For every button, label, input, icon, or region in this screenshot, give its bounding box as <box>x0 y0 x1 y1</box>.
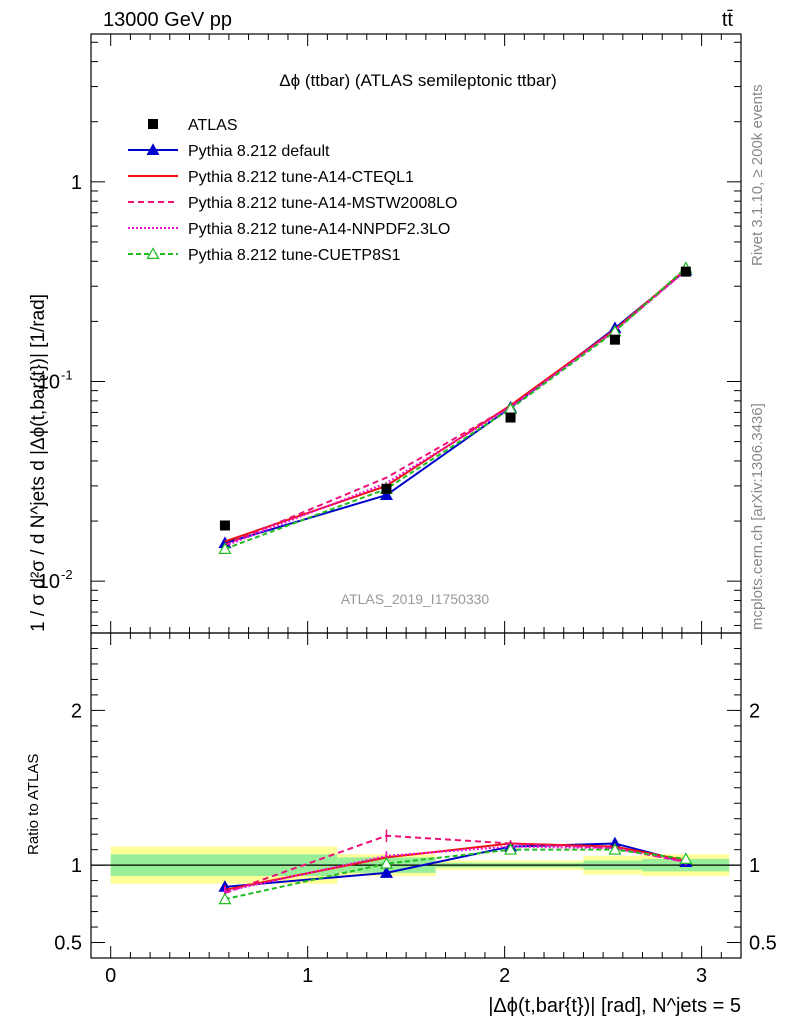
y-tick-exponent: -2 <box>61 567 73 582</box>
y-tick-label-ratio-right: 1 <box>749 855 760 877</box>
legend-label: Pythia 8.212 default <box>188 143 330 160</box>
series-line-main <box>224 269 687 546</box>
data-point-marker <box>504 842 518 855</box>
header-process: tt̄ <box>722 9 734 31</box>
data-point-atlas <box>219 520 230 531</box>
data-point-marker <box>379 856 393 869</box>
axes: 0 1 2 310 -210 -110.5 0.51 12 2 <box>38 33 777 987</box>
y-axis-label-ratio: Ratio to ATLAS <box>25 754 42 855</box>
legend: ATLAS Pythia 8.212 default Pythia 8.212 tu… <box>128 117 457 264</box>
y-tick-label-ratio: 0.5 <box>54 933 82 955</box>
y-tick-label-ratio-right: 2 <box>749 700 760 722</box>
x-tick-label: 1 <box>302 965 313 987</box>
data-point-marker <box>146 143 160 155</box>
series-line-main <box>224 269 687 545</box>
y-tick-label-ratio-right: 0.5 <box>749 933 777 955</box>
y-tick-label-ratio: 2 <box>71 700 82 722</box>
x-tick-label: 0 <box>105 965 116 987</box>
y-tick-label-main: 10 <box>38 371 60 393</box>
series-line-main <box>224 267 687 550</box>
rivet-label: Rivet 3.1.10, ≥ 200k events <box>749 84 766 266</box>
header-energy: 13000 GeV pp <box>103 9 232 31</box>
legend-label: Pythia 8.212 tune-A14-NNPDF2.3LO <box>188 221 450 238</box>
y-axis-label-main: 1 / σ d²σ / d N^jets d |Δϕ(t,bar{t})| [1… <box>28 294 49 632</box>
legend-label: ATLAS <box>188 117 238 134</box>
data-point-marker <box>679 852 693 864</box>
legend-label: Pythia 8.212 tune-A14-CTEQL1 <box>188 169 414 186</box>
y-tick-label-ratio: 1 <box>71 855 82 877</box>
data-point-atlas <box>505 412 516 423</box>
x-axis-label: |Δϕ(t,bar{t})| [rad], N^jets = 5 <box>488 995 741 1017</box>
legend-marker-atlas <box>148 119 158 129</box>
data-point-marker <box>379 866 393 878</box>
data-point-marker <box>218 542 232 554</box>
data-point-marker <box>608 842 622 855</box>
y-tick-label-main: 1 <box>71 172 82 194</box>
y-tick-exponent: -1 <box>61 367 73 382</box>
data-point-atlas <box>680 266 691 277</box>
x-tick-label: 3 <box>696 965 707 987</box>
data-point-marker <box>146 247 160 259</box>
legend-label: Pythia 8.212 tune-A14-MSTW2008LO <box>188 195 457 212</box>
data-point-atlas <box>609 334 620 345</box>
data-point-marker <box>218 892 232 905</box>
y-tick-label-main: 10 <box>38 571 60 593</box>
series-line-main <box>224 269 687 547</box>
legend-label: Pythia 8.212 tune-CUETP8S1 <box>188 247 401 264</box>
series-line-main <box>224 268 687 543</box>
data-point-atlas <box>381 483 392 494</box>
series-lines <box>218 261 693 905</box>
mcplots-label: mcplots.cern.ch [arXiv:1306.3436] <box>749 403 766 630</box>
ratio-frame <box>90 632 742 959</box>
data-point-marker <box>379 488 393 501</box>
plot-title: Δϕ (ttbar) (ATLAS semileptonic ttbar) <box>279 71 557 90</box>
x-tick-label: 2 <box>499 965 510 987</box>
watermark-analysis: ATLAS_2019_I1750330 <box>341 591 490 607</box>
